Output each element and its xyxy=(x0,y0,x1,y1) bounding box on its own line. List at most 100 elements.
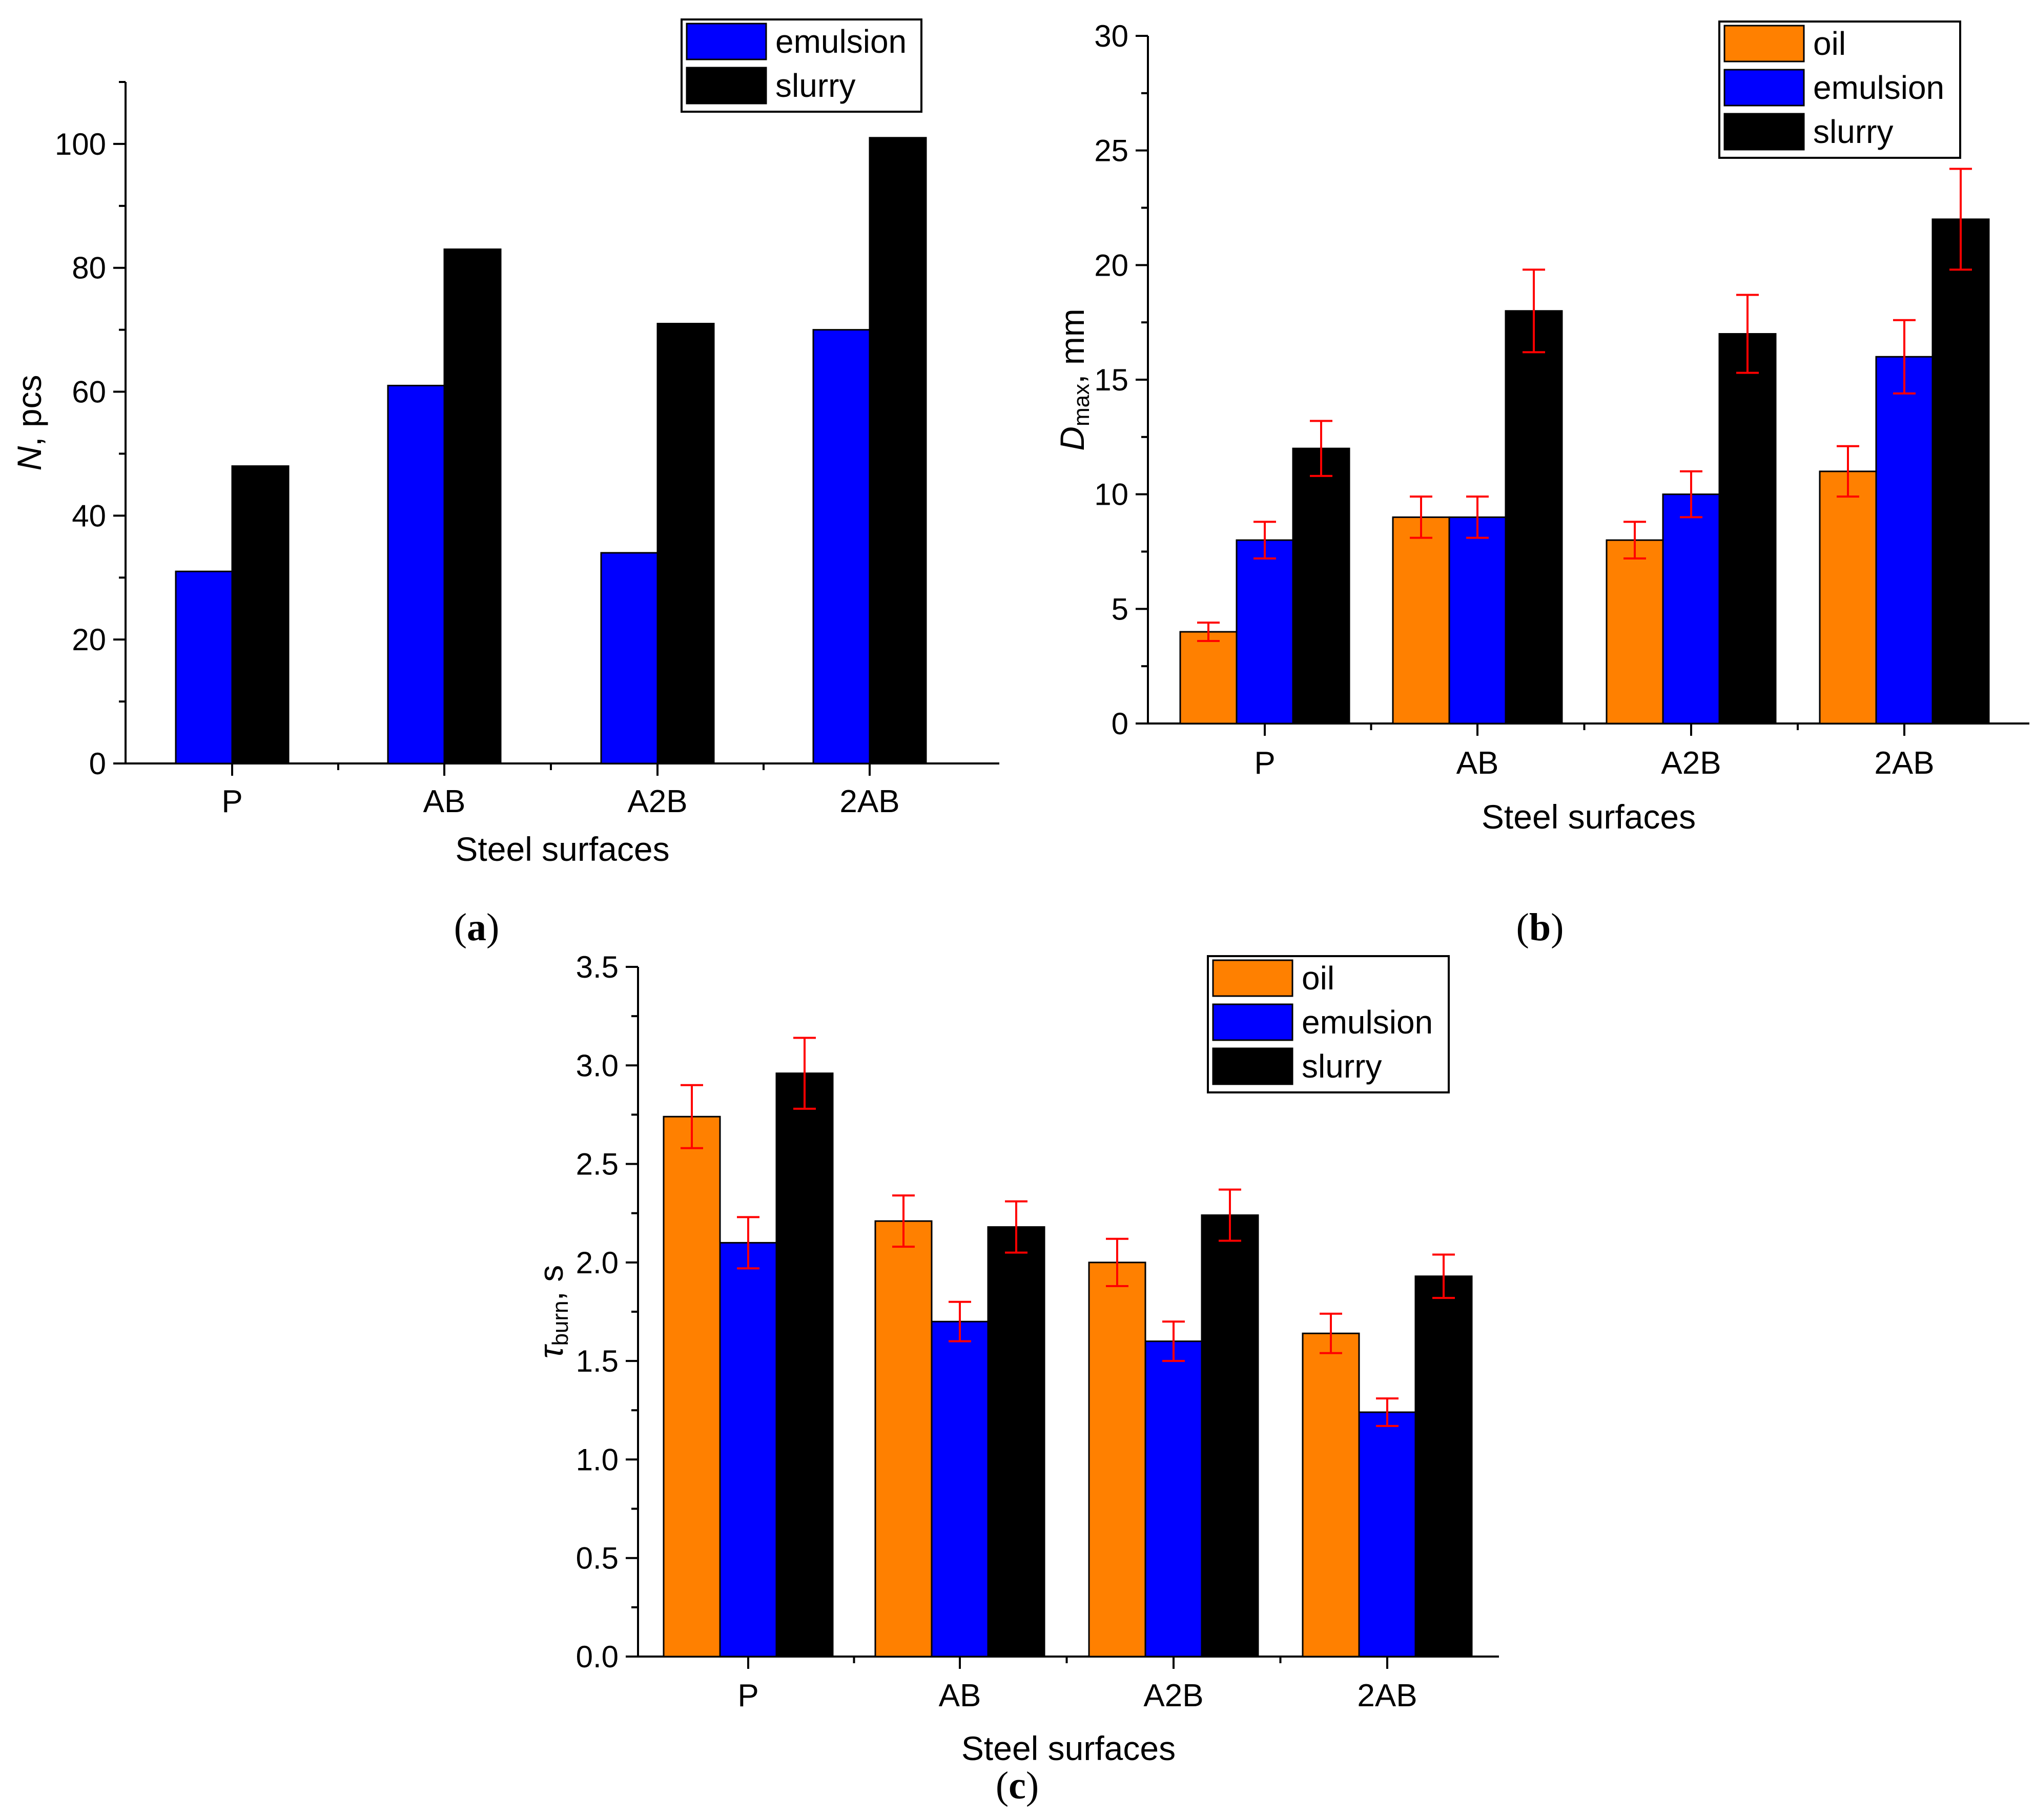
panel-b-bar-oil-AB xyxy=(1392,516,1450,725)
panel-b-x-tick-label-2AB: 2AB xyxy=(1874,746,1934,781)
panel-c-legend-swatch-slurry xyxy=(1212,1047,1293,1085)
panel-b-y-tick-label: 15 xyxy=(1094,363,1128,397)
chart-panel-c: 0.0 0.5 1.0 1.5 2.0 2.5 3.0 3.5 P AB A2B 2AB Steel s… xyxy=(532,950,1499,1767)
panel-a-y-tick-label: 100 xyxy=(55,127,106,161)
panel-b-x-tick-label-AB: AB xyxy=(1456,746,1499,781)
panel-a-y-axis-symbol: N xyxy=(10,446,48,471)
panel-c-x-tick-label-2AB: 2AB xyxy=(1357,1678,1417,1713)
panel-a-bar-emulsion-2AB xyxy=(812,329,871,764)
chart-panel-b: 0 5 10 15 20 25 30 P AB A2B 2AB Steel surfaces Dmax,… xyxy=(1053,19,2029,836)
panel-b-bar-emulsion-2AB xyxy=(1875,356,1934,725)
panel-b-legend-swatch-emulsion xyxy=(1723,69,1805,107)
panel-c-legend-label-emulsion: emulsion xyxy=(1302,1004,1433,1041)
panel-c-bar-emulsion-AB xyxy=(931,1320,989,1658)
panel-b-y-tick-label: 5 xyxy=(1112,592,1128,626)
panel-c-bar-oil-AB xyxy=(874,1220,933,1658)
panel-b-bar-oil-P xyxy=(1179,631,1238,725)
panel-a-x-tick-label-2AB: 2AB xyxy=(839,784,899,819)
panel-a-bar-slurry-AB xyxy=(443,248,502,764)
panel-c-y-axis-title: τburn, s xyxy=(532,1265,573,1358)
panel-c-bar-oil-A2B xyxy=(1088,1261,1146,1658)
panel-c-bar-slurry-P xyxy=(775,1072,834,1658)
panel-a-legend-swatch-slurry xyxy=(686,67,767,105)
panel-a-y-axis-title: N, pcs xyxy=(10,375,48,470)
panel-b-bar-slurry-2AB xyxy=(1931,218,1990,725)
panel-c-legend: oil emulsion slurry xyxy=(1207,955,1450,1093)
panel-b-y-axis-subscript: max xyxy=(1069,384,1094,426)
panel-c-y-tick-label: 2.5 xyxy=(576,1147,619,1182)
panel-a-y-tick-label: 80 xyxy=(72,251,106,285)
panel-c-y-tick-label: 0.0 xyxy=(576,1640,619,1674)
panel-b-y-tick-label: 10 xyxy=(1094,478,1128,512)
panel-b-bar-emulsion-P xyxy=(1236,539,1294,725)
panel-b-y-tick-label: 25 xyxy=(1094,134,1128,168)
panel-c-bar-oil-2AB xyxy=(1302,1332,1360,1658)
panel-c-y-axis-symbol: τ xyxy=(532,1343,570,1358)
panel-c-y-tick-label: 3.0 xyxy=(576,1048,619,1083)
panel-a-y-tick-label: 40 xyxy=(72,499,106,533)
panel-b-bar-emulsion-AB xyxy=(1448,516,1507,725)
panel-b-bar-slurry-A2B xyxy=(1718,333,1777,725)
panel-a-x-axis-title: Steel surfaces xyxy=(455,830,669,868)
panel-c-bar-slurry-AB xyxy=(987,1226,1045,1658)
panel-c-y-tick-label: 1.0 xyxy=(576,1442,619,1477)
panel-c-y-tick-label: 0.5 xyxy=(576,1541,619,1576)
panel-b-bar-oil-A2B xyxy=(1606,539,1664,725)
panel-c-x-tick-label-P: P xyxy=(737,1678,758,1713)
panel-a-x-tick-label-AB: AB xyxy=(423,784,466,819)
panel-c-bar-emulsion-A2B xyxy=(1144,1340,1203,1658)
panel-b-y-tick-label: 20 xyxy=(1094,248,1128,282)
panel-a-x-tick-label-P: P xyxy=(221,784,242,819)
panel-c-legend-label-oil: oil xyxy=(1302,960,1334,997)
panel-c-y-axis-subscript: burn xyxy=(548,1300,573,1346)
panel-b-y-tick-label: 30 xyxy=(1094,19,1128,53)
panel-c-bar-emulsion-2AB xyxy=(1358,1411,1416,1658)
panel-a-legend: emulsion slurry xyxy=(681,18,922,113)
panel-c-y-tick-label: 2.0 xyxy=(576,1246,619,1280)
panel-c-bar-oil-P xyxy=(663,1115,721,1658)
panel-b-legend: oil emulsion slurry xyxy=(1718,20,1961,159)
panel-c-bar-slurry-A2B xyxy=(1201,1214,1259,1658)
panel-c-x-tick-label-A2B: A2B xyxy=(1143,1678,1203,1713)
panel-b-legend-label-emulsion: emulsion xyxy=(1813,69,1944,106)
panel-b-y-axis-symbol: D xyxy=(1053,426,1091,451)
panel-c-y-tick-label: 3.5 xyxy=(576,950,619,984)
panel-a-bar-emulsion-AB xyxy=(387,384,445,764)
panel-b-bar-slurry-AB xyxy=(1505,310,1563,725)
panel-b-y-axis-unit: , mm xyxy=(1053,308,1091,384)
panel-b-x-axis-title: Steel surfaces xyxy=(1482,798,1696,836)
panel-a-bar-slurry-A2B xyxy=(656,323,715,764)
panel-a-bar-emulsion-P xyxy=(175,570,233,764)
panel-a-y-tick-label: 20 xyxy=(72,623,106,657)
panel-b-bar-oil-2AB xyxy=(1819,470,1877,725)
panel-a-legend-swatch-emulsion xyxy=(686,23,767,60)
panel-label-b: (b) xyxy=(1516,906,1564,949)
panel-c-y-axis-unit: , s xyxy=(532,1265,570,1301)
panel-b-y-tick-label: 0 xyxy=(1112,707,1128,741)
panel-c-y-tick-label: 1.5 xyxy=(576,1344,619,1378)
panel-a-x-tick-label-A2B: A2B xyxy=(627,784,687,819)
panel-c-bar-slurry-2AB xyxy=(1414,1275,1473,1658)
panel-c-legend-swatch-emulsion xyxy=(1212,1003,1293,1041)
panel-a-bar-slurry-P xyxy=(231,465,290,764)
panel-b-legend-label-oil: oil xyxy=(1813,25,1846,62)
panel-b-bar-emulsion-A2B xyxy=(1662,493,1720,725)
panel-a-y-tick-label: 0 xyxy=(89,747,106,781)
panel-b-legend-swatch-slurry xyxy=(1723,113,1805,151)
panel-a-bar-slurry-2AB xyxy=(869,137,927,764)
panel-b-x-tick-label-A2B: A2B xyxy=(1661,746,1721,781)
panel-b-bar-slurry-P xyxy=(1292,447,1350,725)
panel-b-x-tick-label-P: P xyxy=(1254,746,1275,781)
panel-b-legend-swatch-oil xyxy=(1723,25,1805,63)
panel-c-x-tick-label-AB: AB xyxy=(939,1678,981,1713)
panel-a-y-axis-unit: , pcs xyxy=(10,375,48,446)
panel-c-legend-swatch-oil xyxy=(1212,959,1293,997)
panel-c-bar-emulsion-P xyxy=(719,1242,777,1658)
panel-a-y-tick-label: 60 xyxy=(72,375,106,409)
panel-a-legend-label-slurry: slurry xyxy=(775,67,855,104)
panel-b-y-axis-title: Dmax, mm xyxy=(1053,308,1094,450)
panel-c-x-axis-title: Steel surfaces xyxy=(961,1729,1176,1767)
chart-panel-a: 0 20 40 60 80 100 P AB A2B 2AB Steel surfaces N, pc… xyxy=(10,18,999,868)
panel-a-bar-emulsion-A2B xyxy=(600,552,659,764)
